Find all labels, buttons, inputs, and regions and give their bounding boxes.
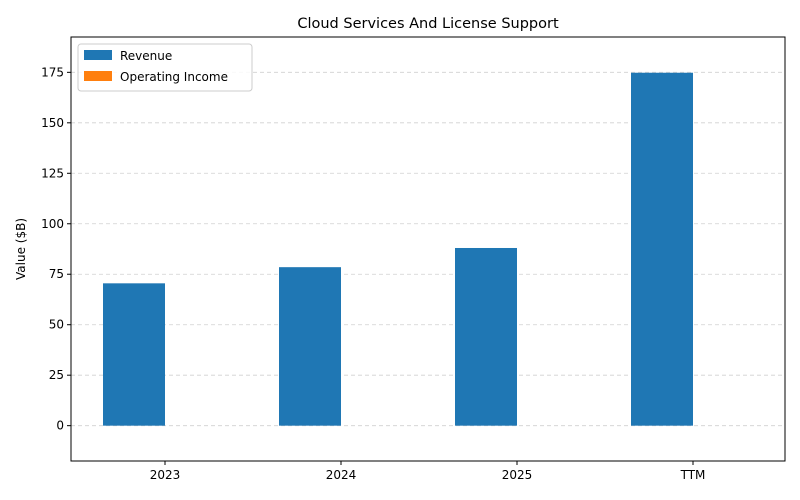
- x-axis-ticks: 2023 2024 2025 TTM: [150, 461, 706, 482]
- y-tick-label: 100: [41, 217, 64, 231]
- y-tick-label: 25: [49, 368, 64, 382]
- legend-box: [77, 43, 253, 92]
- x-tick-label: TTM: [680, 468, 706, 482]
- bar-revenue-2025: [455, 247, 517, 426]
- legend-label-operating-income: Operating Income: [120, 70, 228, 84]
- y-axis-ticks: 0 25 50 75 100 125 150 175: [41, 65, 71, 433]
- y-tick-label: 125: [41, 166, 64, 180]
- y-tick-label: 75: [49, 267, 64, 281]
- legend-label-revenue: Revenue: [120, 49, 172, 63]
- chart-title: Cloud Services And License Support: [297, 16, 559, 32]
- bar-revenue-ttm: [631, 72, 693, 426]
- legend-swatch-operating-income: [84, 71, 112, 81]
- y-tick-label: 150: [41, 116, 64, 130]
- bar-revenue-2024: [279, 267, 341, 426]
- y-tick-label: 175: [41, 65, 64, 79]
- x-tick-label: 2025: [502, 468, 533, 482]
- bar-revenue-2023: [103, 283, 165, 426]
- bars: [103, 72, 693, 426]
- x-tick-label: 2023: [150, 468, 181, 482]
- y-axis-label: Value ($B): [14, 218, 28, 280]
- legend-swatch-revenue: [84, 50, 112, 60]
- x-tick-label: 2024: [326, 468, 357, 482]
- y-tick-label: 0: [56, 419, 64, 433]
- legend: Revenue Operating Income: [77, 43, 253, 92]
- plot-frame: [70, 36, 786, 462]
- y-tick-label: 50: [49, 318, 64, 332]
